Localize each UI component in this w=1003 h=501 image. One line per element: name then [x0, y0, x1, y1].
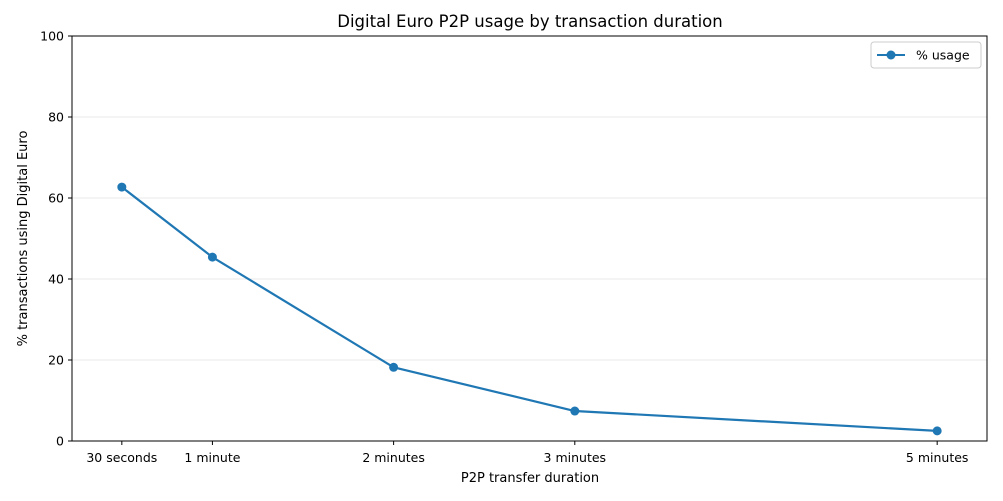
x-tick-label: 3 minutes: [544, 450, 607, 465]
legend-label: % usage: [916, 48, 970, 63]
y-axis-label: % transactions using Digital Euro: [16, 131, 31, 347]
y-tick-label: 40: [48, 272, 64, 287]
data-point: [570, 406, 580, 416]
x-tick-label: 30 seconds: [86, 450, 157, 465]
x-tick-label: 5 minutes: [906, 450, 969, 465]
series-line: [121, 186, 938, 432]
x-tick-label: 1 minute: [184, 450, 240, 465]
data-point: [117, 182, 127, 192]
x-axis: 30 seconds 1 minute 2 minutes 3 minutes 5 mi…: [86, 441, 968, 465]
data-point: [389, 362, 399, 372]
y-tick-label: 100: [40, 29, 64, 44]
y-tick-label: 0: [56, 434, 64, 449]
grid: [72, 116, 987, 361]
x-axis-label: P2P transfer duration: [461, 471, 599, 486]
legend-marker: [886, 50, 896, 60]
legend: % usage: [870, 41, 982, 69]
y-tick-label: 80: [48, 110, 64, 125]
x-tick-label: 2 minutes: [362, 450, 425, 465]
series: [117, 182, 942, 436]
plot-frame: [71, 35, 988, 442]
legend-box: [870, 41, 982, 69]
y-tick-label: 20: [48, 353, 64, 368]
data-point: [932, 426, 942, 436]
y-axis: 0 20 40 60 80 100: [40, 29, 72, 449]
data-point: [207, 252, 217, 262]
y-tick-label: 60: [48, 191, 64, 206]
chart-title: Digital Euro P2P usage by transaction du…: [337, 12, 722, 31]
